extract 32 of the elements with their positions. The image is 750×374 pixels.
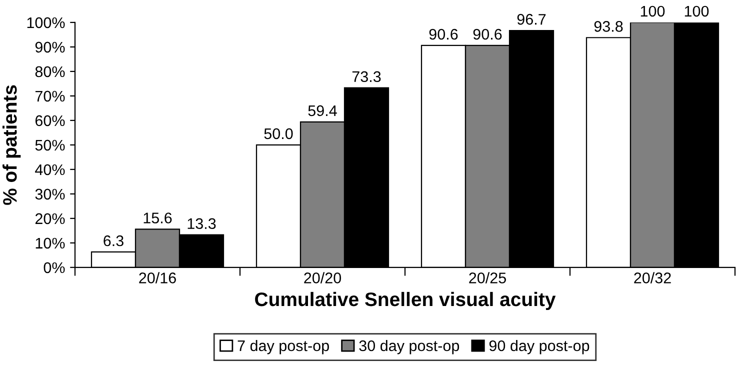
legend-label: 90 day post-op: [489, 340, 590, 354]
data-label: 100: [640, 6, 665, 17]
y-tick-label: 10%: [36, 238, 65, 249]
data-label: 13.3: [188, 218, 216, 230]
y-tick-label: 40%: [35, 164, 65, 176]
y-axis-title: % of patients: [2, 85, 21, 205]
data-label: 96.7: [517, 14, 546, 25]
data-label: 15.6: [144, 212, 172, 224]
data-label: 73.3: [352, 71, 381, 82]
legend-label: 7 day post-op: [238, 340, 329, 354]
data-label: 90.6: [429, 28, 458, 40]
x-tick-label: 20/16: [139, 272, 176, 284]
y-tick-label: 0%: [44, 262, 65, 274]
data-label: 50.0: [264, 128, 293, 140]
y-tick-label: 70%: [35, 90, 65, 102]
legend-label: 30 day post-op: [359, 340, 460, 354]
x-tick-label: 20/32: [634, 272, 671, 284]
x-tick-label: 20/20: [304, 272, 342, 284]
y-tick-label: 50%: [35, 140, 65, 151]
y-tick-label: 60%: [35, 115, 65, 126]
y-tick-label: 20%: [35, 213, 65, 224]
y-tick-label: 80%: [35, 66, 65, 78]
y-tick-label: 100%: [27, 17, 65, 28]
x-tick-label: 20/25: [469, 272, 506, 284]
data-label: 6.3: [104, 235, 124, 246]
x-axis-title: Cumulative Snellen visual acuity: [255, 292, 556, 310]
data-label: 93.8: [594, 21, 623, 32]
data-label: 59.4: [308, 105, 337, 116]
y-tick-label: 30%: [35, 188, 65, 200]
data-label: 100: [684, 6, 709, 17]
data-label: 90.6: [473, 28, 502, 40]
y-tick-label: 90%: [35, 42, 65, 53]
